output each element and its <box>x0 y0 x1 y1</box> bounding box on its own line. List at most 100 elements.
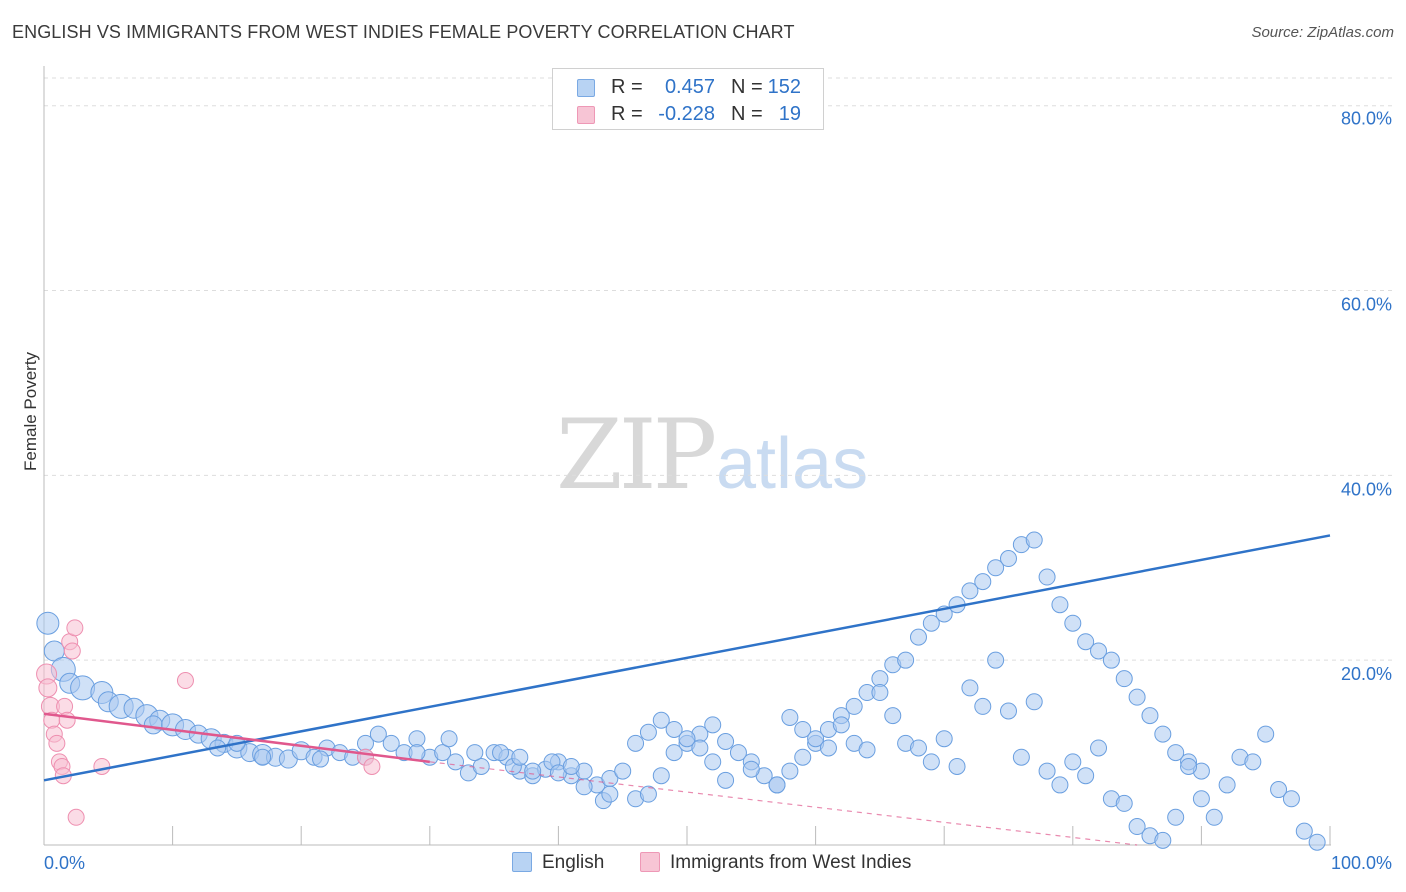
english-point <box>524 762 542 780</box>
west-indies-point <box>63 642 81 660</box>
english-point <box>1308 833 1326 851</box>
english-point <box>1038 568 1056 586</box>
english-point <box>794 720 812 738</box>
english-point <box>1154 725 1172 743</box>
english-point <box>1115 794 1133 812</box>
english-point <box>832 716 850 734</box>
english-swatch-icon <box>512 852 532 872</box>
english-point <box>1025 531 1043 549</box>
english-point <box>1102 651 1120 669</box>
west-indies-point <box>56 697 74 715</box>
watermark-zip: ZIP <box>556 399 715 511</box>
west-indies-point <box>66 619 84 637</box>
english-point <box>1115 670 1133 688</box>
legend-swatch-english <box>577 79 595 97</box>
english-point <box>948 757 966 775</box>
english-point <box>729 744 747 762</box>
series-legend-west-indies[interactable]: Immigrants from West Indies <box>640 852 911 874</box>
english-point <box>382 734 400 752</box>
legend-r-label: R = <box>611 76 643 98</box>
english-point <box>858 741 876 759</box>
english-point <box>1257 725 1275 743</box>
source-label: Source: ZipAtlas.com <box>1251 24 1394 41</box>
english-point <box>1154 831 1172 849</box>
west-indies-trend-line <box>43 712 430 764</box>
series-legend-english[interactable]: English <box>512 852 604 874</box>
english-point <box>1077 767 1095 785</box>
west-indies-swatch-icon <box>640 852 660 872</box>
english-point <box>717 733 735 751</box>
english-point <box>1180 757 1198 775</box>
english-point <box>807 730 825 748</box>
english-point <box>1051 776 1069 794</box>
legend-r-label: R = <box>611 103 643 125</box>
english-point <box>36 611 60 635</box>
english-point <box>987 559 1005 577</box>
english-point <box>1000 550 1017 568</box>
y-tick-label: 40.0% <box>1341 479 1392 499</box>
west-indies-point <box>363 757 381 775</box>
english-point <box>884 707 902 725</box>
legend-r-value: 0.457 <box>664 76 715 98</box>
west-indies-point <box>38 678 58 698</box>
english-point <box>1192 790 1210 808</box>
english-point <box>511 748 529 766</box>
west-indies-point <box>58 711 76 729</box>
english-point <box>652 711 670 729</box>
english-point <box>639 785 657 803</box>
legend-n-label: N = <box>731 76 763 98</box>
watermark-atlas: atlas <box>716 424 868 504</box>
series-legend-west-indies-label: Immigrants from West Indies <box>670 852 912 873</box>
english-point <box>1128 688 1146 706</box>
english-point <box>665 720 683 738</box>
english-point <box>897 651 915 669</box>
legend-r-value: -0.228 <box>658 103 715 125</box>
english-point <box>781 762 799 780</box>
english-point <box>1205 808 1223 826</box>
english-point <box>1270 781 1288 799</box>
english-point <box>1282 790 1300 808</box>
english-point <box>1077 633 1095 651</box>
chart-title: ENGLISH VS IMMIGRANTS FROM WEST INDIES F… <box>12 22 795 42</box>
english-point <box>1025 693 1043 711</box>
english-point <box>254 748 272 766</box>
english-point <box>909 628 927 646</box>
english-point <box>1051 596 1069 614</box>
english-point <box>768 776 786 794</box>
english-point <box>311 750 329 768</box>
english-point <box>70 675 96 701</box>
legend-row-west-indies: R = -0.228 N = 19 <box>553 100 823 128</box>
english-point <box>819 739 837 757</box>
english-point <box>1000 702 1017 720</box>
legend-n-value: 152 <box>767 76 801 98</box>
english-point <box>974 573 992 591</box>
series-legend: English Immigrants from West Indies <box>0 852 1406 878</box>
legend-swatch-west-indies <box>577 106 595 124</box>
english-point <box>369 725 387 743</box>
english-point <box>691 739 709 757</box>
english-point <box>935 730 953 748</box>
english-point <box>408 744 426 762</box>
y-tick-label: 60.0% <box>1341 295 1392 315</box>
english-point <box>1295 822 1313 840</box>
english-point <box>1090 739 1108 757</box>
english-point <box>781 708 799 726</box>
legend-row-english: R = 0.457 N = 152 <box>553 73 823 101</box>
english-point <box>614 762 632 780</box>
english-point <box>492 744 510 762</box>
english-point <box>742 760 760 778</box>
west-indies-point <box>93 757 111 775</box>
english-point <box>1167 744 1185 762</box>
english-point <box>143 715 163 735</box>
english-point <box>466 744 484 762</box>
english-point <box>562 757 580 775</box>
legend-n-label: N = <box>731 103 763 125</box>
x-tick-label: 0.0% <box>44 853 85 873</box>
english-point <box>447 753 465 771</box>
west-indies-trend-extension <box>429 761 1138 846</box>
english-point <box>909 739 927 757</box>
english-point <box>639 723 657 741</box>
west-indies-point <box>48 734 66 752</box>
legend-n-value: 19 <box>778 103 801 125</box>
